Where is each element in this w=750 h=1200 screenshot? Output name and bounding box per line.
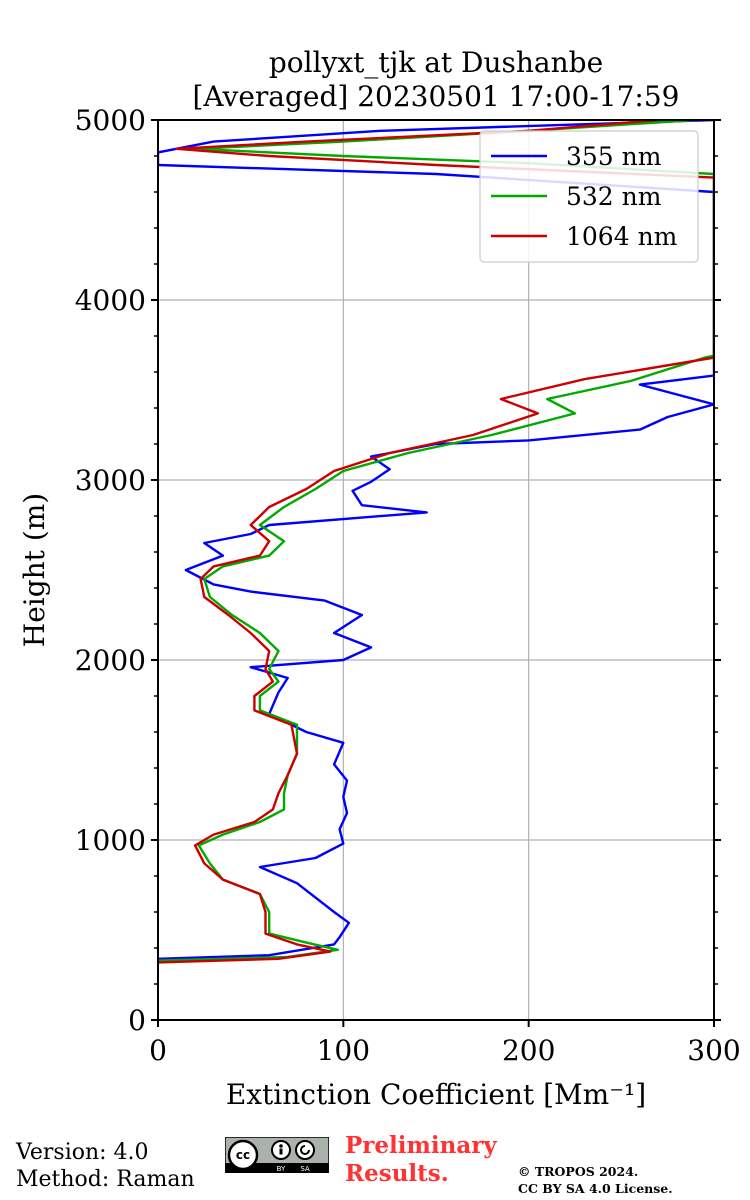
y-axis-label: Height (m) [18, 493, 51, 647]
x-tick-label: 300 [687, 1034, 740, 1067]
chart-subtitle: [Averaged] 20230501 17:00-17:59 [193, 80, 680, 113]
series-group [158, 120, 714, 964]
legend-label: 1064 nm [566, 222, 678, 251]
preliminary-label: Preliminary [345, 1132, 497, 1159]
y-tick-label: 5000 [75, 104, 146, 137]
plot-frame [157, 119, 715, 1021]
grid-lines [158, 120, 714, 1020]
y-tick-label: 1000 [75, 824, 146, 857]
y-tick-label: 2000 [75, 644, 146, 677]
y-tick-label: 4000 [75, 284, 146, 317]
svg-text:SA: SA [300, 1165, 310, 1173]
version-text: Version: 4.0 [16, 1140, 149, 1165]
x-tick-label: 100 [317, 1034, 370, 1067]
copyright-text: © TROPOS 2024. [518, 1164, 639, 1179]
series-line-532-nm [158, 120, 714, 962]
svg-text:cc: cc [236, 1148, 250, 1162]
legend: 355 nm 532 nm 1064 nm [479, 130, 699, 263]
y-tick-label: 0 [128, 1004, 146, 1037]
x-tick-label: 200 [502, 1034, 555, 1067]
legend-label: 532 nm [566, 182, 662, 211]
svg-text:BY: BY [277, 1165, 286, 1173]
x-tick-label: 0 [149, 1034, 167, 1067]
cc-by-sa-icon: cc BY SA [225, 1137, 329, 1173]
y-tick-label: 3000 [75, 464, 146, 497]
results-label: Results. [345, 1160, 449, 1187]
series-line-355-nm [158, 120, 714, 960]
series-line-1064-nm [158, 120, 714, 964]
legend-label: 355 nm [566, 142, 662, 171]
legend-box [479, 130, 699, 263]
x-axis-label: Extinction Coefficient [Mm⁻¹] [226, 1078, 646, 1111]
method-text: Method: Raman [16, 1167, 195, 1192]
license-text: CC BY SA 4.0 License. [518, 1181, 673, 1196]
chart-title: pollyxt_tjk at Dushanbe [269, 46, 603, 79]
